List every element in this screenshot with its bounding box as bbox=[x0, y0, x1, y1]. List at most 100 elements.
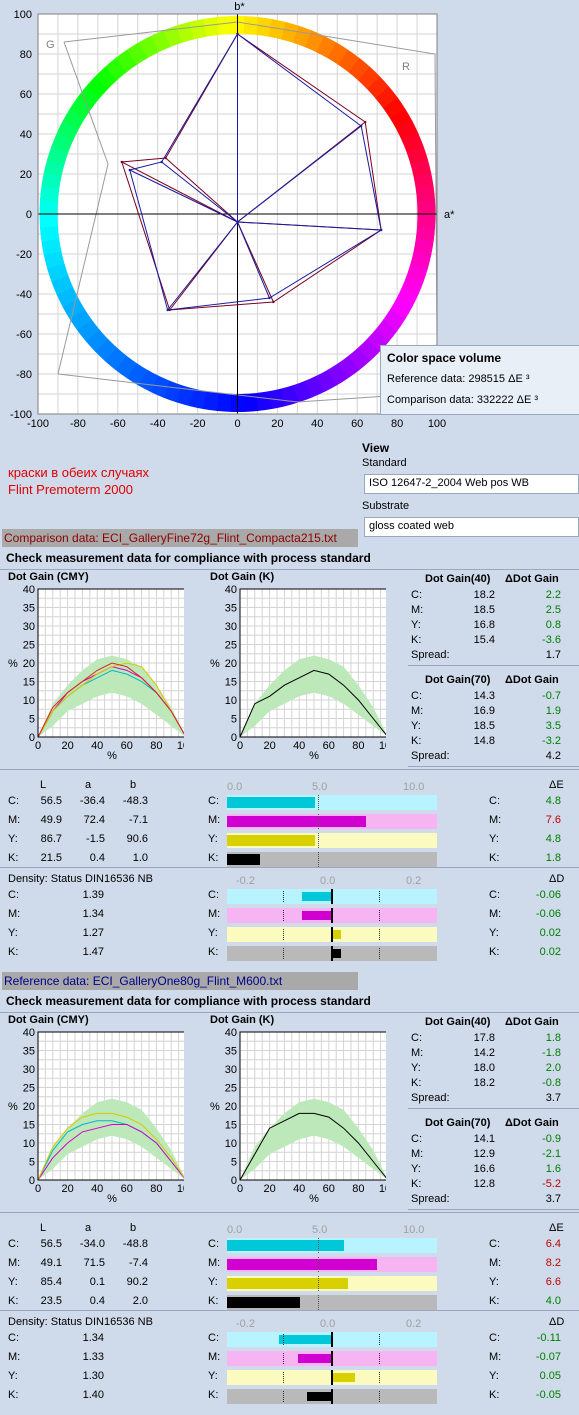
dg-row-key: C: bbox=[411, 690, 422, 702]
y-tick-label: 20 bbox=[23, 658, 35, 670]
density-row-value: 1.30 bbox=[82, 1370, 104, 1382]
hue-ring-segment bbox=[327, 362, 349, 386]
hue-ring-segment bbox=[189, 388, 207, 410]
gamut-spoke bbox=[167, 221, 238, 311]
lab-row-b: 90.6 bbox=[126, 833, 148, 845]
x-tick-label: 100 bbox=[428, 418, 446, 430]
density-row-value: 1.47 bbox=[82, 946, 104, 958]
dg-row-value: 18.5 bbox=[473, 720, 495, 732]
hue-ring-segment bbox=[115, 49, 137, 73]
density-delta-value: -0.05 bbox=[535, 1389, 561, 1401]
gamut-point bbox=[379, 228, 383, 232]
hue-ring-segment bbox=[415, 225, 436, 242]
lab-row-a: -36.4 bbox=[79, 795, 105, 807]
delta-dot-gain-title: ΔDot Gain bbox=[505, 573, 559, 585]
dot-gain-curve bbox=[37, 1112, 184, 1181]
hue-ring-segment bbox=[115, 355, 138, 379]
spread-label: Spread: bbox=[411, 1092, 450, 1104]
hue-ring-segment bbox=[138, 369, 160, 393]
hue-ring-segment bbox=[56, 121, 79, 142]
lab-row-l: 56.5 bbox=[40, 1238, 62, 1250]
data-file-label: Comparison data: ECI_GalleryFine72g_Flin… bbox=[2, 529, 358, 547]
dg-row-delta: 2.0 bbox=[545, 1062, 561, 1074]
dot-gain-curve bbox=[239, 669, 386, 738]
hue-ring-segment bbox=[243, 392, 259, 412]
density-zero-line bbox=[331, 1370, 333, 1385]
check-title: Check measurement data for compliance wi… bbox=[6, 994, 371, 1008]
dot-gain-curve bbox=[37, 1124, 184, 1181]
density-tol-marker bbox=[283, 948, 284, 959]
de-row-key-right: M: bbox=[489, 1257, 502, 1269]
lab-row-l: 23.5 bbox=[40, 1295, 62, 1307]
standard-label: Standard bbox=[362, 457, 407, 469]
gamut-spoke bbox=[165, 157, 238, 223]
density-tol-marker bbox=[379, 1334, 380, 1345]
separator bbox=[0, 1310, 579, 1311]
density-zero-line bbox=[331, 1389, 333, 1404]
dot-gain-cmy-title: Dot Gain (CMY) bbox=[8, 1014, 89, 1026]
de-row-key-right: C: bbox=[489, 1238, 500, 1250]
density-row-key: C: bbox=[8, 1332, 19, 1344]
y-tick-label: 0 bbox=[231, 1175, 237, 1187]
gamut-point bbox=[268, 296, 271, 300]
de-row-key-right: K: bbox=[489, 852, 500, 864]
x-tick-label: 20 bbox=[61, 740, 73, 752]
lab-header-l: L bbox=[40, 1222, 47, 1234]
x-tick-label: -40 bbox=[150, 418, 166, 430]
dg-row-key: M: bbox=[411, 1047, 424, 1059]
tolerance-band bbox=[38, 1098, 184, 1180]
gamut-point bbox=[272, 300, 275, 304]
density-scale-pos: 0.2 bbox=[406, 1318, 422, 1330]
x-tick-label: 0 bbox=[237, 740, 243, 752]
de-scale-5: 5.0 bbox=[312, 1224, 328, 1236]
x-axis-label: a* bbox=[444, 209, 455, 221]
x-tick-label: 40 bbox=[91, 1183, 103, 1195]
y-tick-label: 5 bbox=[231, 1157, 237, 1169]
de-scale-0: 0.0 bbox=[227, 1224, 243, 1236]
x-tick-label: 60 bbox=[323, 1183, 335, 1195]
x-tick-label: 100 bbox=[379, 740, 386, 752]
dg-row-key: Y: bbox=[411, 619, 421, 631]
lab-row-l: 85.4 bbox=[40, 1276, 62, 1288]
density-zero-line bbox=[331, 889, 333, 904]
de-row-value: 6.4 bbox=[545, 1238, 561, 1250]
dot-gain-chart: 40 35 30 25 20 15 10 5 00 20 40 60 80 100%% bbox=[210, 584, 386, 759]
density-delta-key: M: bbox=[489, 1351, 502, 1363]
gamut-series-1 bbox=[129, 33, 382, 311]
y-tick-label: 5 bbox=[29, 714, 35, 726]
de-row-key: C: bbox=[208, 795, 219, 807]
dg-row-key: K: bbox=[411, 634, 422, 646]
dg-row-delta: 2.5 bbox=[545, 604, 561, 616]
y-tick-label: 20 bbox=[225, 1101, 237, 1113]
lab-row-b: -48.8 bbox=[122, 1238, 148, 1250]
dg-row-value: 18.5 bbox=[473, 604, 495, 616]
view-title: View bbox=[362, 441, 390, 455]
dg-row-value: 14.1 bbox=[473, 1133, 495, 1145]
separator bbox=[408, 1209, 579, 1210]
density-row-key: Y: bbox=[8, 1370, 18, 1382]
dg-row-value: 15.4 bbox=[473, 634, 495, 646]
note-line-2: Flint Premoterm 2000 bbox=[8, 482, 133, 497]
substrate-field[interactable]: gloss coated web bbox=[364, 517, 579, 537]
dg-row-delta: 1.9 bbox=[545, 705, 561, 717]
hue-ring-segment bbox=[415, 185, 436, 202]
de-bar-marker bbox=[318, 1257, 319, 1272]
density-zero-line bbox=[331, 946, 333, 961]
density-row-key: K: bbox=[8, 946, 19, 958]
x-tick-label: 40 bbox=[293, 740, 305, 752]
dg-row-value: 16.9 bbox=[473, 705, 495, 717]
dg-row-delta: -0.7 bbox=[542, 690, 561, 702]
lab-row-b: -7.4 bbox=[129, 1257, 148, 1269]
x-tick-label: 80 bbox=[391, 418, 403, 430]
y-axis-label: b* bbox=[234, 1, 245, 13]
density-bar-fill bbox=[298, 1354, 331, 1363]
dot-gain-title: Dot Gain(40) bbox=[425, 573, 491, 585]
density-bar-key: K: bbox=[208, 946, 219, 958]
delta-dot-gain-title: ΔDot Gain bbox=[505, 674, 559, 686]
dg-row-key: K: bbox=[411, 735, 422, 747]
standard-field[interactable]: ISO 12647-2_2004 Web pos WB bbox=[364, 474, 579, 494]
y-tick-label: -100 bbox=[10, 409, 32, 421]
y-tick-label: 80 bbox=[20, 49, 32, 61]
gamut-point bbox=[160, 160, 163, 164]
de-row-key: Y: bbox=[208, 1276, 218, 1288]
